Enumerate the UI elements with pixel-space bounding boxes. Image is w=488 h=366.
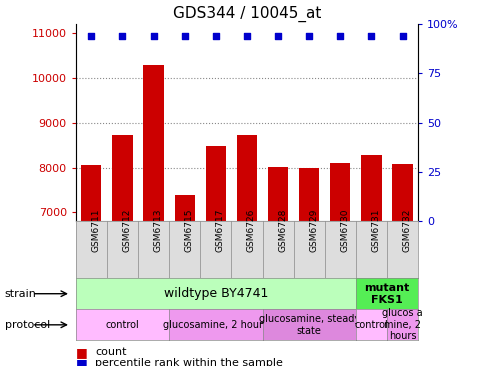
Bar [143,65,163,366]
Bar [329,164,350,366]
Point [336,33,344,39]
Text: control: control [105,320,139,330]
Bar [267,167,287,366]
Bar [392,164,412,366]
Text: GSM6712: GSM6712 [122,208,131,252]
Point [305,33,312,39]
Text: protocol: protocol [5,320,50,330]
Point [149,33,157,39]
Text: control: control [354,320,387,330]
Text: glucosamine, steady
state: glucosamine, steady state [258,314,359,336]
Text: percentile rank within the sample: percentile rank within the sample [95,358,283,366]
Point [243,33,250,39]
Text: GSM6726: GSM6726 [246,208,255,252]
Text: count: count [95,347,126,357]
Bar [174,195,194,366]
Text: GSM6711: GSM6711 [91,208,100,252]
Text: GSM6731: GSM6731 [371,208,380,252]
Text: GSM6717: GSM6717 [215,208,224,252]
Point [87,33,95,39]
Text: strain: strain [5,289,37,299]
Text: GSM6713: GSM6713 [153,208,162,252]
Point [211,33,219,39]
Point [118,33,126,39]
Bar [205,146,225,366]
Title: GDS344 / 10045_at: GDS344 / 10045_at [172,6,321,22]
Text: GSM6732: GSM6732 [402,208,411,252]
Point [274,33,282,39]
Text: wildtype BY4741: wildtype BY4741 [163,287,267,300]
Text: glucosamine, 2 hours: glucosamine, 2 hours [163,320,268,330]
Bar [112,135,132,366]
Text: glucos a
mine, 2
hours: glucos a mine, 2 hours [382,308,422,341]
Bar [361,155,381,366]
Bar [236,135,257,366]
Text: mutant
FKS1: mutant FKS1 [364,283,409,305]
Text: GSM6729: GSM6729 [308,208,318,252]
Text: GSM6715: GSM6715 [184,208,193,252]
Text: ■: ■ [76,346,87,359]
Point [398,33,406,39]
Point [181,33,188,39]
Text: ■: ■ [76,356,87,366]
Bar [81,165,102,366]
Point [367,33,375,39]
Text: GSM6728: GSM6728 [278,208,286,252]
Text: GSM6730: GSM6730 [340,208,348,252]
Bar [299,168,319,366]
